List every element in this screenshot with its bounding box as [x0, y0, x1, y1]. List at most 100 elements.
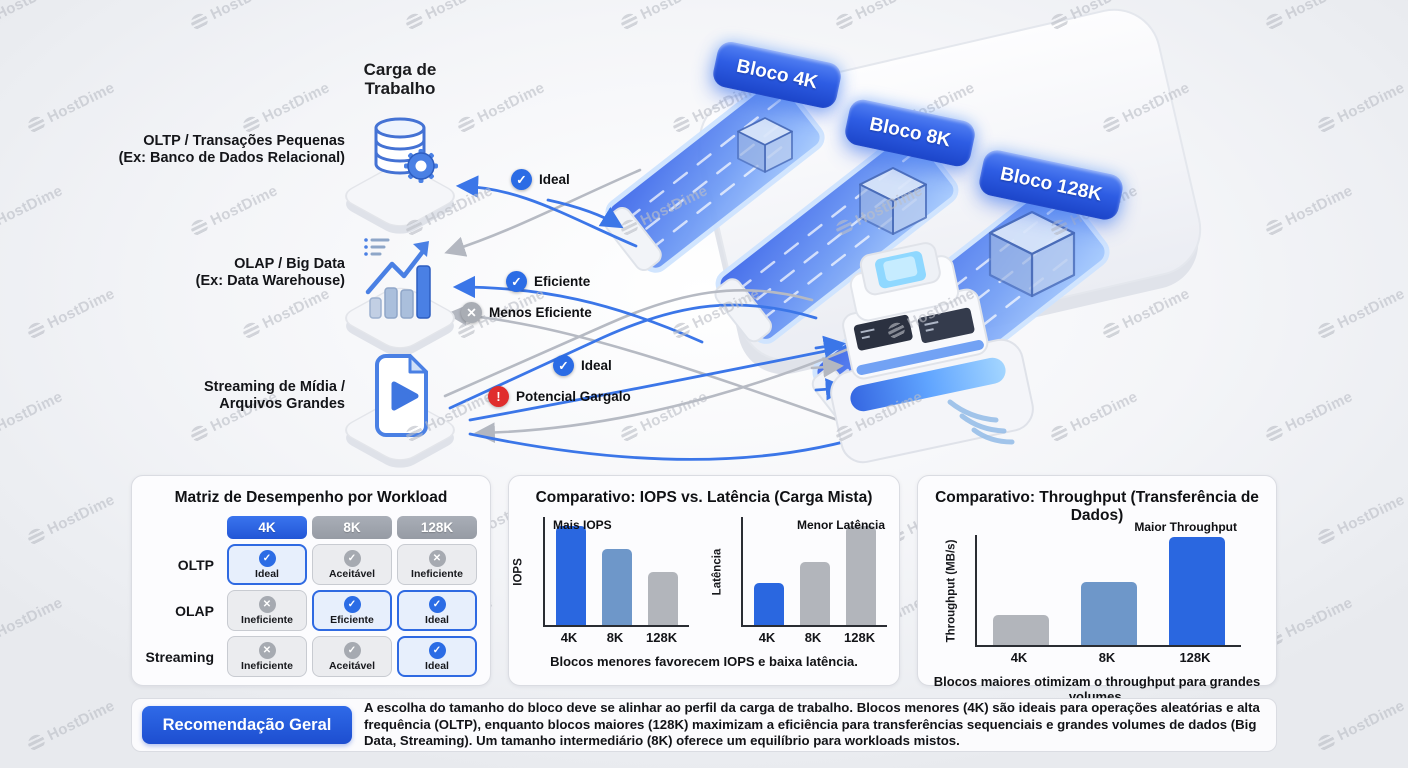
watermark: HostDime	[0, 594, 65, 651]
bar-4k-latência	[754, 583, 784, 625]
iops-plot-area: Mais IOPS	[543, 517, 689, 627]
watermark-text: HostDime	[44, 491, 118, 539]
iops-latency-caption: Blocos menores favorecem IOPS e baixa la…	[550, 654, 858, 669]
hostdime-logo-icon	[25, 526, 48, 547]
watermark: HostDime	[25, 697, 117, 754]
latency-plot-area: Menor Latência	[741, 517, 887, 627]
matrix-cell: ✓ Aceitável	[312, 636, 392, 677]
database-gear-icon	[374, 117, 438, 183]
matrix-cell-label: Ideal	[425, 659, 449, 672]
check-circle-icon: ✓	[428, 641, 446, 659]
panel-iops-latency: Comparativo: IOPS vs. Latência (Carga Mi…	[508, 475, 900, 686]
watermark-text: HostDime	[44, 697, 118, 745]
connection-badge-eficiente: ✓ Eficiente	[506, 271, 590, 292]
badge-label: Potencial Gargalo	[516, 389, 631, 404]
bar-8k-iops	[602, 549, 632, 625]
data-cube-8k	[859, 167, 927, 235]
connection-badge-menos-eficiente: ✕ Menos Eficiente	[461, 302, 592, 323]
throughput-plot-area: Maior Throughput	[975, 520, 1241, 647]
iops-latency-title: Comparativo: IOPS vs. Latência (Carga Mi…	[535, 489, 873, 506]
matrix-cell: ✓ Ideal	[227, 544, 307, 585]
throughput-title: Comparativo: Throughput (Transferência d…	[935, 489, 1259, 524]
x-tick-label: 128K	[1179, 650, 1211, 665]
check-circle-icon: ✓	[343, 641, 361, 659]
pedestal-oltp	[345, 165, 455, 234]
x-tick-label: 128K	[844, 630, 876, 645]
matrix-row-label-streaming: Streaming	[145, 648, 214, 665]
x-tick-label: 4K	[560, 630, 578, 645]
latency-annotation: Menor Latência	[796, 518, 885, 532]
badge-label: Ideal	[539, 172, 570, 187]
x-circle-icon: ✕	[428, 549, 446, 567]
recommendation-text: A escolha do tamanho do bloco deve se al…	[364, 700, 1260, 749]
throughput-x-ticks: 4K 8K 128K	[975, 650, 1241, 665]
x-circle-icon: ✕	[258, 595, 276, 613]
workload-olap-line1: OLAP / Big Data	[234, 256, 345, 272]
iops-chart: IOPS Mais IOPS 4K 8K 128K	[513, 517, 689, 645]
matrix-cell: ✓ Ideal	[397, 590, 477, 631]
x-circle-icon: ✕	[258, 641, 276, 659]
matrix-cell: ✕ Ineficiente	[227, 590, 307, 631]
matrix-cell: ✕ Ineficiente	[397, 544, 477, 585]
x-tick-label: 8K	[804, 630, 822, 645]
latency-y-axis-label: Latência	[711, 548, 724, 596]
connection-badge-ideal-streaming: ✓ Ideal	[553, 355, 612, 376]
matrix-cell-label: Aceitável	[328, 567, 376, 580]
connection-lines	[443, 168, 952, 461]
badge-label: Menos Eficiente	[489, 305, 592, 320]
matrix-cell-label: Ineficiente	[241, 613, 293, 626]
check-circle-icon: ✓	[343, 549, 361, 567]
hostdime-logo-icon	[1315, 526, 1338, 547]
watermark: HostDime	[1315, 697, 1407, 754]
workload-oltp-line1: OLTP / Transações Pequenas	[143, 133, 345, 149]
bar-8k-throughput	[1081, 582, 1137, 645]
data-cube-4k	[737, 117, 793, 173]
watermark-text: HostDime	[1282, 594, 1356, 642]
diagram-title-line2: Trabalho	[364, 79, 436, 98]
watermark: HostDime	[1315, 491, 1407, 548]
recommendation-bar: Recomendação Geral A escolha do tamanho …	[131, 698, 1277, 752]
storage-server	[830, 242, 1034, 464]
bar-128k-throughput	[1169, 537, 1225, 645]
hostdime-logo-icon	[25, 732, 48, 753]
throughput-charts: Throughput (MB/s) Maior Throughput 4K 8K 1…	[918, 520, 1276, 665]
throughput-chart: Throughput (MB/s) Maior Throughput 4K 8K 1…	[945, 520, 1241, 665]
matrix-cell-label: Ideal	[255, 567, 279, 580]
workload-streaming-line1: Streaming de Mídia /	[204, 379, 345, 395]
badge-label: Ideal	[581, 358, 612, 373]
matrix-column-header-128k: 128K	[397, 516, 477, 539]
matrix-cell-label: Ideal	[425, 613, 449, 626]
x-tick-label: 8K	[606, 630, 624, 645]
watermark-text: HostDime	[1334, 697, 1408, 745]
matrix-column-header-4k: 4K	[227, 516, 307, 539]
workload-oltp-line2: (Ex: Banco de Dados Relacional)	[118, 150, 345, 166]
matrix-cell-label: Ineficiente	[241, 659, 293, 672]
latency-x-ticks: 4K 8K 128K	[741, 630, 887, 645]
check-circle-icon: ✓	[506, 271, 527, 292]
x-tick-label: 4K	[758, 630, 776, 645]
pedestal-olap	[345, 287, 455, 356]
x-tick-label: 128K	[646, 630, 678, 645]
x-circle-icon: ✕	[461, 302, 482, 323]
watermark: HostDime	[25, 491, 117, 548]
workload-label-oltp: OLTP / Transações Pequenas (Ex: Banco de…	[15, 133, 345, 167]
matrix-cell: ✓ Eficiente	[312, 590, 392, 631]
panel-performance-matrix: Matriz de Desempenho por Workload 4K 8K 12…	[131, 475, 491, 686]
latency-chart: Latência Menor Latência 4K 8K 128K	[711, 517, 887, 645]
check-circle-icon: ✓	[343, 595, 361, 613]
x-tick-label: 4K	[1010, 650, 1028, 665]
matrix-title: Matriz de Desempenho por Workload	[174, 489, 448, 506]
matrix-cell-label: Aceitável	[328, 659, 376, 672]
throughput-annotation: Maior Throughput	[1134, 520, 1237, 534]
matrix-column-header-8k: 8K	[312, 516, 392, 539]
workload-label-olap: OLAP / Big Data (Ex: Data Warehouse)	[15, 256, 345, 290]
matrix-row-label-oltp: OLTP	[177, 556, 214, 573]
matrix-corner	[142, 516, 222, 539]
iops-y-axis-label: IOPS	[512, 558, 525, 586]
diagram-title: Carga de Trabalho	[348, 60, 452, 98]
media-file-play-icon	[375, 354, 428, 437]
iops-annotation: Mais IOPS	[553, 518, 612, 532]
bar-4k-throughput	[993, 615, 1049, 645]
recommendation-button[interactable]: Recomendação Geral	[142, 706, 352, 744]
diagram-title-line1: Carga de	[363, 60, 437, 79]
